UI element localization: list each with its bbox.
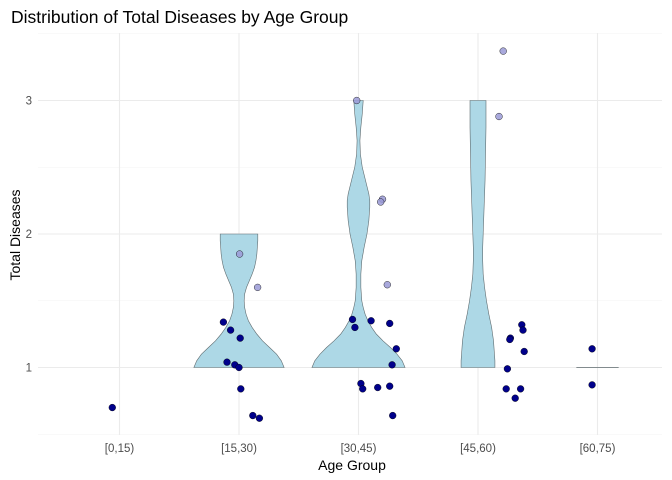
- data-point: [236, 334, 244, 342]
- x-axis-ticks: [0,15) [15,30) [30,45) [45,60) [60,75): [105, 443, 616, 455]
- y-tick-label: 2: [26, 229, 32, 241]
- y-tick-label: 1: [26, 363, 32, 375]
- data-point: [388, 361, 396, 369]
- data-point: [377, 198, 385, 206]
- data-point: [223, 358, 231, 366]
- x-axis-title: Age Group: [318, 457, 386, 473]
- data-point: [374, 383, 382, 392]
- data-point: [351, 323, 359, 332]
- data-point: [236, 250, 244, 258]
- data-point: [506, 335, 514, 344]
- data-point: [255, 414, 264, 422]
- data-point: [254, 283, 262, 292]
- data-point: [588, 381, 596, 389]
- violin-layer: [193, 100, 619, 368]
- data-point: [386, 382, 394, 390]
- y-axis-ticks: 1 2 3: [26, 96, 32, 375]
- data-point: [227, 326, 235, 334]
- data-point: [502, 385, 510, 393]
- data-point: [516, 385, 525, 393]
- x-tick-label: [45,60): [460, 443, 496, 455]
- data-point: [219, 318, 228, 326]
- violin-[15,30): [193, 233, 285, 368]
- data-point: [588, 345, 596, 353]
- data-point: [359, 385, 367, 393]
- data-point: [235, 363, 243, 372]
- data-point: [392, 345, 400, 353]
- x-tick-label: [30,45): [341, 443, 377, 455]
- x-tick-label: [0,15): [105, 443, 135, 455]
- data-point: [519, 326, 527, 334]
- data-point: [389, 411, 397, 420]
- data-point: [386, 319, 394, 328]
- data-point: [383, 281, 391, 289]
- data-point: [249, 411, 257, 420]
- chart-title: Distribution of Total Diseases by Age Gr…: [11, 7, 348, 27]
- y-tick-label: 3: [26, 96, 32, 108]
- data-point: [353, 96, 361, 105]
- data-point: [520, 347, 528, 356]
- data-point: [367, 317, 375, 325]
- data-point: [237, 385, 245, 393]
- x-tick-label: [15,30): [221, 443, 257, 455]
- data-point: [503, 365, 512, 373]
- y-axis-title: Total Diseases: [7, 189, 23, 280]
- x-tick-label: [60,75): [580, 443, 616, 455]
- points-layer: [108, 47, 596, 422]
- data-point: [495, 112, 503, 121]
- data-point: [348, 315, 357, 324]
- data-point: [108, 403, 116, 412]
- data-point: [511, 394, 519, 402]
- data-point: [499, 47, 507, 55]
- violin-[45,60): [460, 100, 496, 368]
